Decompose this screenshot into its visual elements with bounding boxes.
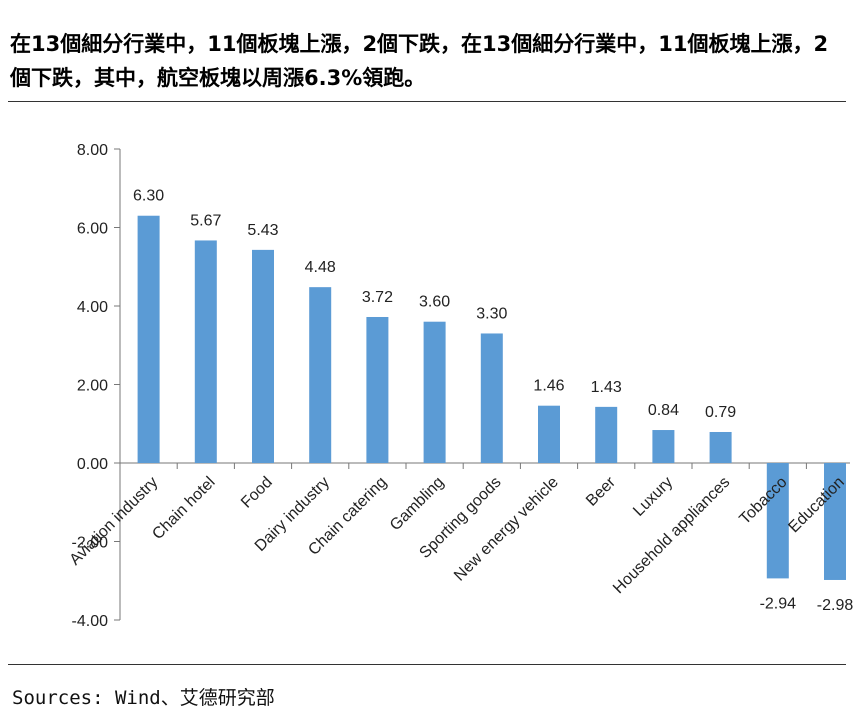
top-divider: [8, 101, 846, 102]
chart-bars: [137, 215, 846, 580]
data-label: 4.48: [305, 259, 336, 276]
data-label: 1.43: [591, 379, 622, 396]
bar-chain-catering: [366, 316, 389, 463]
category-label: Food: [238, 474, 276, 512]
bar-new-energy-vehicle: [538, 405, 560, 463]
y-tick-label: -2.00: [72, 535, 109, 552]
bar-sporting-goods: [480, 333, 503, 463]
bar-luxury: [652, 430, 675, 463]
y-tick-label: 6.00: [77, 221, 108, 238]
data-label: 0.79: [705, 404, 736, 421]
category-label: Household appliances: [610, 474, 733, 597]
bottom-divider: [8, 664, 846, 665]
bar-chain-hotel: [194, 240, 217, 463]
data-label: 5.67: [190, 212, 221, 229]
category-label: Beer: [583, 473, 619, 509]
data-label: -2.98: [817, 597, 854, 614]
bar-tobacco: [766, 463, 789, 579]
category-label: Luxury: [630, 474, 676, 520]
category-label: Gambling: [387, 474, 447, 534]
y-tick-label: 8.00: [77, 142, 108, 159]
bar-gambling: [423, 321, 446, 463]
y-tick-label: 0.00: [77, 456, 108, 473]
bar-education: [824, 463, 846, 580]
data-label: -2.94: [760, 595, 797, 612]
category-label: Aviation industry: [67, 474, 162, 569]
data-label: 3.72: [362, 289, 393, 306]
data-label: 0.84: [648, 402, 679, 419]
data-label: 3.60: [419, 294, 450, 311]
headline-text: 在13個細分行業中，11個板塊上漲，2個下跌，在13個細分行業中，11個板塊上漲…: [10, 32, 829, 90]
y-tick-label: 2.00: [77, 378, 108, 395]
bar-aviation-industry: [137, 215, 160, 463]
y-tick-label: -4.00: [72, 613, 109, 630]
data-label: 1.46: [533, 378, 564, 395]
bar-household-appliances: [709, 431, 732, 463]
chart-axes: 8.00 6.00 4.00 2.00 0.00 -2.00 -4.00: [72, 142, 850, 630]
category-label: New energy vehicle: [451, 474, 562, 585]
bar-food: [252, 249, 274, 463]
data-label: 5.43: [247, 222, 278, 239]
source-note: Sources: Wind、艾德研究部: [12, 687, 275, 709]
y-tick-label: 4.00: [77, 299, 108, 316]
data-label: 3.30: [476, 305, 507, 322]
bar-beer: [595, 406, 618, 463]
data-label: 6.30: [133, 188, 164, 205]
bar-dairy-industry: [309, 287, 332, 463]
